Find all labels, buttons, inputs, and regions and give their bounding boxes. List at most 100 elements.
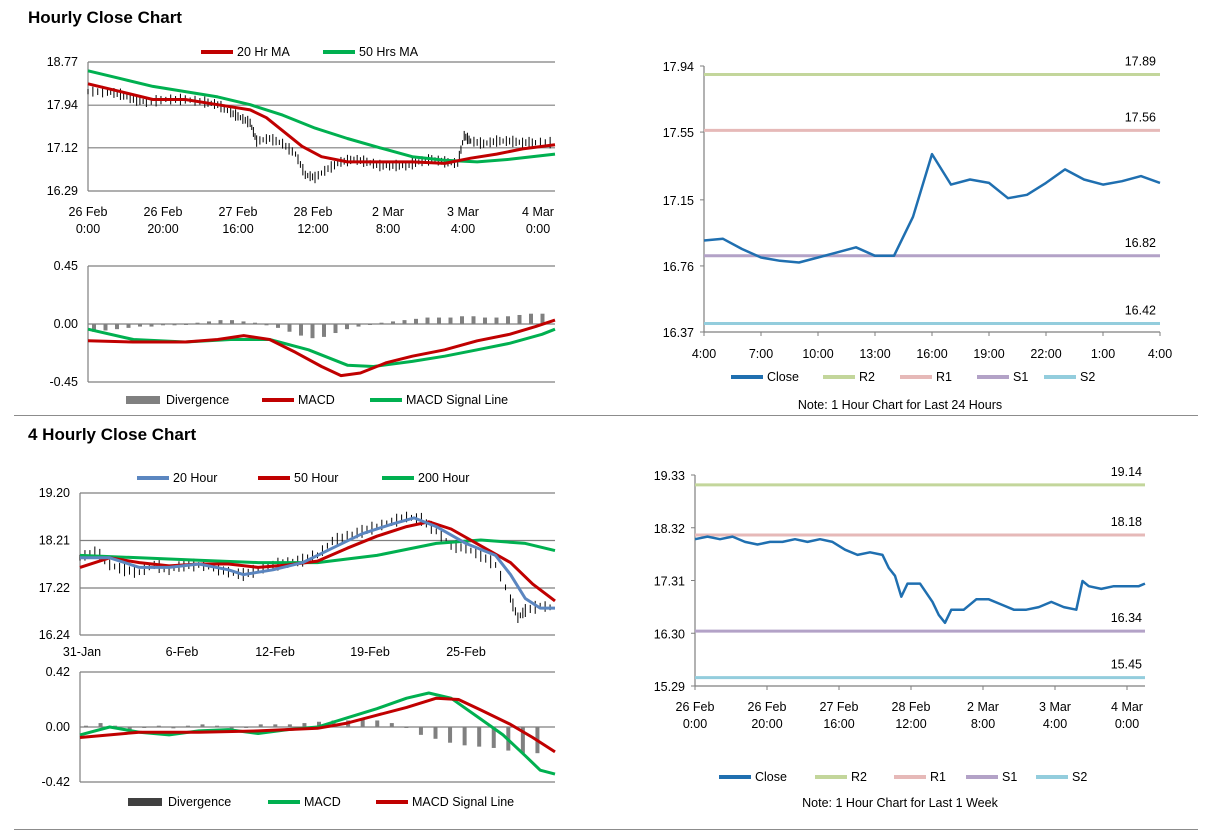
four-hourly-divergence-bar xyxy=(156,725,161,727)
legend-4h-divergence-swatch xyxy=(128,798,162,806)
hourly-divergence-bar xyxy=(184,324,188,325)
four-hourly-macd-y-tick-label: 0.42 xyxy=(46,665,70,679)
last-24h-level-label-s1: 16.82 xyxy=(1125,236,1156,250)
four-hourly-price-y-tick-label: 17.22 xyxy=(39,581,70,595)
hourly-divergence-bar xyxy=(172,324,177,326)
legend-50hrs-ma-label: 50 Hrs MA xyxy=(359,45,419,59)
legend-24h-s1-label: S1 xyxy=(1013,370,1028,384)
last-24h-x-tick-label: 4:00 xyxy=(1148,347,1172,361)
hourly-divergence-bar xyxy=(218,320,223,324)
hourly-macd-y-tick-label: 0.45 xyxy=(54,259,78,273)
last-24h-y-tick-label: 17.55 xyxy=(663,126,694,140)
hourly-divergence-bar xyxy=(195,322,200,324)
four-hourly-price-y-tick-label: 18.21 xyxy=(39,533,70,547)
last-week-y-tick-label: 17.31 xyxy=(654,575,685,589)
four-hourly-divergence-bar xyxy=(287,724,292,727)
last-week-y-tick-label: 19.33 xyxy=(654,469,685,483)
last-week-x-tick-label: 26 Feb 0:00 xyxy=(676,700,715,731)
last-24h-note: Note: 1 Hour Chart for Last 24 Hours xyxy=(798,398,1002,412)
four-hourly-divergence-bar xyxy=(520,727,525,754)
hourly-divergence-bar xyxy=(310,324,315,339)
legend-week-r1-label: R1 xyxy=(930,770,946,784)
hourly-price-x-tick-label: 4 Mar 0:00 xyxy=(522,205,554,236)
hourly-divergence-bar xyxy=(126,324,131,328)
four-hourly-divergence-bar xyxy=(331,720,336,727)
hourly-divergence-bar xyxy=(207,321,211,324)
hourly-divergence-bar xyxy=(506,316,510,324)
hourly-macd-line xyxy=(87,318,556,378)
four-hourly-macd-y-tick-label: 0.00 xyxy=(46,720,70,734)
four-hourly-divergence-bar xyxy=(462,727,467,746)
four-hourly-price-y-tick-label: 19.20 xyxy=(39,486,70,500)
hourly-price-x-tick-label: 3 Mar 4:00 xyxy=(447,205,479,236)
legend-week-close-label: Close xyxy=(755,770,787,784)
hourly-price-y-tick-label: 18.77 xyxy=(47,55,78,69)
last-week-x-tick-label: 4 Mar 0:00 xyxy=(1111,700,1143,731)
hourly-divergence-bar xyxy=(345,324,349,330)
hourly-divergence-bar xyxy=(161,324,165,326)
last-24h-y-tick-label: 16.76 xyxy=(663,260,694,274)
legend-20-hour-label: 20 Hour xyxy=(173,471,217,485)
four-hourly-macd-signal-line xyxy=(79,696,556,754)
four-hourly-divergence-bar xyxy=(127,727,132,730)
four-hourly-divergence-bar xyxy=(244,727,249,728)
hourly-divergence-bar xyxy=(356,324,361,327)
hourly-price-x-tick-label: 27 Feb 16:00 xyxy=(219,205,258,236)
hourly-divergence-bar xyxy=(425,317,430,324)
hourly-divergence-bar xyxy=(138,324,142,327)
last-week-note: Note: 1 Hour Chart for Last 1 Week xyxy=(802,796,998,810)
hourly-divergence-bar xyxy=(264,324,269,326)
last-24h-x-tick-label: 10:00 xyxy=(802,347,833,361)
last-week-x-tick-label: 2 Mar 8:00 xyxy=(967,700,999,731)
last-24h-y-tick-label: 16.37 xyxy=(663,326,694,340)
legend-24h-r1-label: R1 xyxy=(936,370,952,384)
four-hourly-divergence-bar xyxy=(98,723,103,727)
four-hourly-divergence-bar xyxy=(171,727,176,729)
last-week-y-tick-label: 15.29 xyxy=(654,680,685,694)
four-hourly-divergence-bar xyxy=(215,725,220,727)
last-24h-x-tick-label: 7:00 xyxy=(749,347,773,361)
last-week-x-tick-label: 3 Mar 4:00 xyxy=(1039,700,1071,731)
four-hourly-macd-line xyxy=(79,691,556,776)
bottom-divider xyxy=(14,829,1198,830)
hourly-divergence-bar xyxy=(276,324,280,328)
hourly-divergence-bar xyxy=(483,317,487,324)
four-hourly-price-x-tick-label: 25-Feb xyxy=(446,645,486,659)
hourly-20hr-ma-line xyxy=(87,82,556,165)
four-hourly-divergence-bar xyxy=(113,725,118,727)
last-week-level-label-r1: 18.18 xyxy=(1111,515,1142,529)
legend-4h-divergence-label: Divergence xyxy=(168,795,231,809)
four-hourly-price-x-tick-label: 6-Feb xyxy=(166,645,199,659)
last-24h-close-line xyxy=(703,152,1161,264)
last-week-y-tick-label: 16.30 xyxy=(654,627,685,641)
legend-week-r2-label: R2 xyxy=(851,770,867,784)
last-24h-y-tick-label: 17.94 xyxy=(663,60,694,74)
legend-week-s1-label: S1 xyxy=(1002,770,1017,784)
four-hourly-price-x-tick-label: 31-Jan xyxy=(63,645,101,659)
hourly-macd-signal-line xyxy=(87,327,556,368)
legend-50-hour-label: 50 Hour xyxy=(294,471,338,485)
section-divider xyxy=(14,415,1198,416)
four-hourly-divergence-bar xyxy=(258,724,263,727)
four-hourly-divergence-bar xyxy=(273,724,278,727)
legend-hourly-signal-label: MACD Signal Line xyxy=(406,393,508,407)
last-week-y-tick-label: 18.32 xyxy=(654,522,685,536)
hourly-price-x-tick-label: 26 Feb 20:00 xyxy=(144,205,183,236)
legend-week-s2-label: S2 xyxy=(1072,770,1087,784)
four-hourly-divergence-bar xyxy=(317,721,321,727)
last-24h-x-tick-label: 16:00 xyxy=(916,347,947,361)
hourly-price-x-tick-label: 26 Feb 0:00 xyxy=(69,205,108,236)
hourly-divergence-bar xyxy=(402,320,407,324)
legend-4h-macd-label: MACD xyxy=(304,795,341,809)
hourly-divergence-bar xyxy=(471,316,476,324)
four-hourly-divergence-bar xyxy=(200,724,205,727)
hourly-divergence-bar xyxy=(149,324,154,327)
last-24h-x-tick-label: 1:00 xyxy=(1091,347,1115,361)
four-hourly-divergence-bar xyxy=(302,723,307,727)
four-hourly-divergence-bar xyxy=(418,727,423,735)
legend-20hr-ma-label: 20 Hr MA xyxy=(237,45,290,59)
hourly-divergence-bar xyxy=(379,322,384,324)
legend-4h-signal-label: MACD Signal Line xyxy=(412,795,514,809)
hourly-divergence-bar xyxy=(517,314,522,324)
hourly-divergence-bar xyxy=(540,313,545,324)
